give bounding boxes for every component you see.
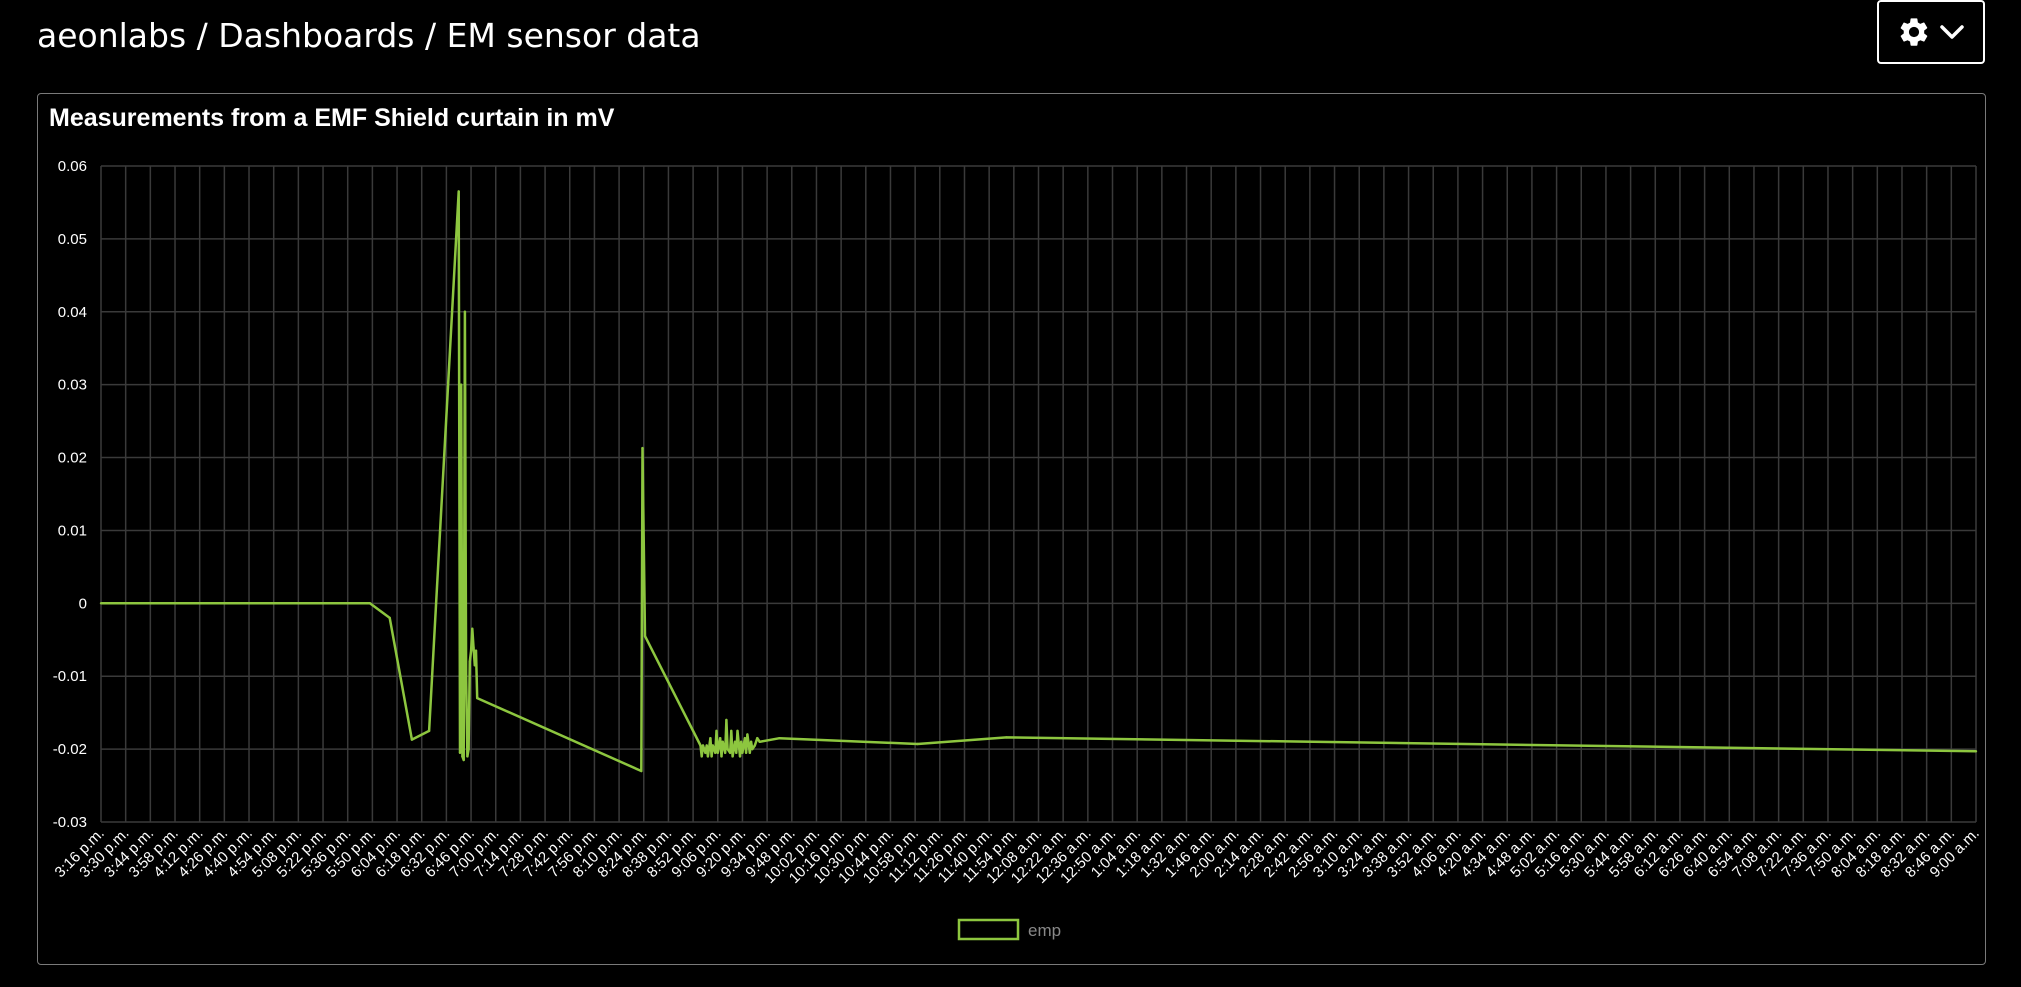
- y-tick-label: -0.02: [53, 741, 87, 758]
- data-point: [410, 738, 414, 741]
- data-point: [744, 751, 748, 754]
- data-point: [471, 627, 474, 630]
- data-point: [916, 742, 919, 746]
- data-point: [721, 740, 724, 743]
- data-point: [740, 740, 743, 743]
- data-point: [733, 740, 737, 743]
- data-point: [709, 737, 712, 740]
- y-tick-label: -0.03: [53, 814, 87, 831]
- data-point: [461, 755, 464, 758]
- settings-dropdown-button[interactable]: [1877, 0, 1985, 64]
- data-point: [472, 645, 475, 649]
- data-point: [457, 190, 460, 193]
- series-line-emp: [101, 190, 1977, 773]
- data-point: [458, 751, 462, 754]
- data-point: [473, 664, 476, 667]
- data-point: [730, 729, 733, 733]
- data-point: [728, 751, 732, 754]
- data-point: [699, 744, 702, 747]
- data-point: [476, 696, 479, 700]
- y-tick-label: -0.01: [53, 668, 87, 685]
- data-point: [758, 740, 761, 743]
- chart-panel: Measurements from a EMF Shield curtain i…: [37, 93, 1986, 965]
- data-point: [641, 446, 644, 450]
- data-point: [474, 649, 478, 652]
- data-point: [751, 747, 754, 751]
- data-point: [463, 310, 467, 313]
- data-point: [640, 769, 643, 773]
- data-point: [704, 751, 707, 754]
- data-point: [720, 755, 723, 758]
- y-tick-label: 0.01: [58, 522, 87, 539]
- data-point: [710, 755, 713, 758]
- data-point: [778, 737, 781, 740]
- y-tick-label: 0: [79, 595, 87, 612]
- data-point: [705, 744, 708, 747]
- chart-title: Measurements from a EMF Shield curtain i…: [49, 104, 615, 132]
- data-point: [462, 758, 465, 762]
- chevron-down-icon: [1940, 25, 1964, 39]
- data-point: [715, 729, 718, 733]
- data-point: [368, 602, 372, 605]
- data-point: [724, 751, 727, 754]
- data-point: [736, 729, 739, 733]
- y-tick-label: 0.02: [58, 450, 87, 467]
- line-chart: 0.06 0.05 0.04 0.03 0.02 0.01 0 -0.01 -0.02 -0.03…: [52, 158, 1983, 941]
- data-point: [726, 747, 729, 751]
- data-point: [741, 751, 744, 754]
- data-point: [99, 602, 103, 605]
- data-point: [469, 649, 473, 652]
- data-point: [743, 737, 747, 740]
- data-point: [738, 755, 742, 758]
- data-point: [466, 755, 469, 758]
- data-point: [716, 751, 719, 754]
- data-point: [1005, 736, 1008, 739]
- data-point: [700, 755, 703, 758]
- data-point: [706, 755, 710, 758]
- data-point: [1974, 750, 1978, 753]
- data-point: [719, 737, 722, 740]
- y-tick-label: 0.03: [58, 377, 87, 394]
- gear-icon: [1900, 18, 1928, 46]
- data-point: [460, 383, 463, 386]
- legend-swatch: [957, 918, 1020, 941]
- data-point: [748, 751, 751, 754]
- y-tick-label: 0.05: [58, 231, 87, 248]
- data-point: [643, 634, 647, 638]
- breadcrumb: aeonlabs / Dashboards / EM sensor data: [37, 16, 701, 55]
- data-point: [756, 737, 759, 740]
- data-point: [731, 755, 734, 758]
- data-point: [746, 733, 749, 736]
- data-point: [753, 744, 756, 747]
- data-point: [388, 616, 391, 620]
- data-point: [711, 744, 714, 747]
- data-point: [467, 747, 470, 751]
- data-point: [725, 718, 728, 722]
- data-point: [714, 751, 717, 754]
- data-point: [749, 740, 753, 743]
- data-point: [701, 744, 705, 747]
- data-point: [468, 660, 471, 663]
- y-tick-label: 0.04: [58, 304, 87, 321]
- data-point: [735, 751, 738, 754]
- data-point: [427, 729, 431, 733]
- data-point: [464, 675, 468, 678]
- y-tick-label: 0.06: [58, 158, 87, 175]
- legend-label: emp: [1028, 921, 1061, 940]
